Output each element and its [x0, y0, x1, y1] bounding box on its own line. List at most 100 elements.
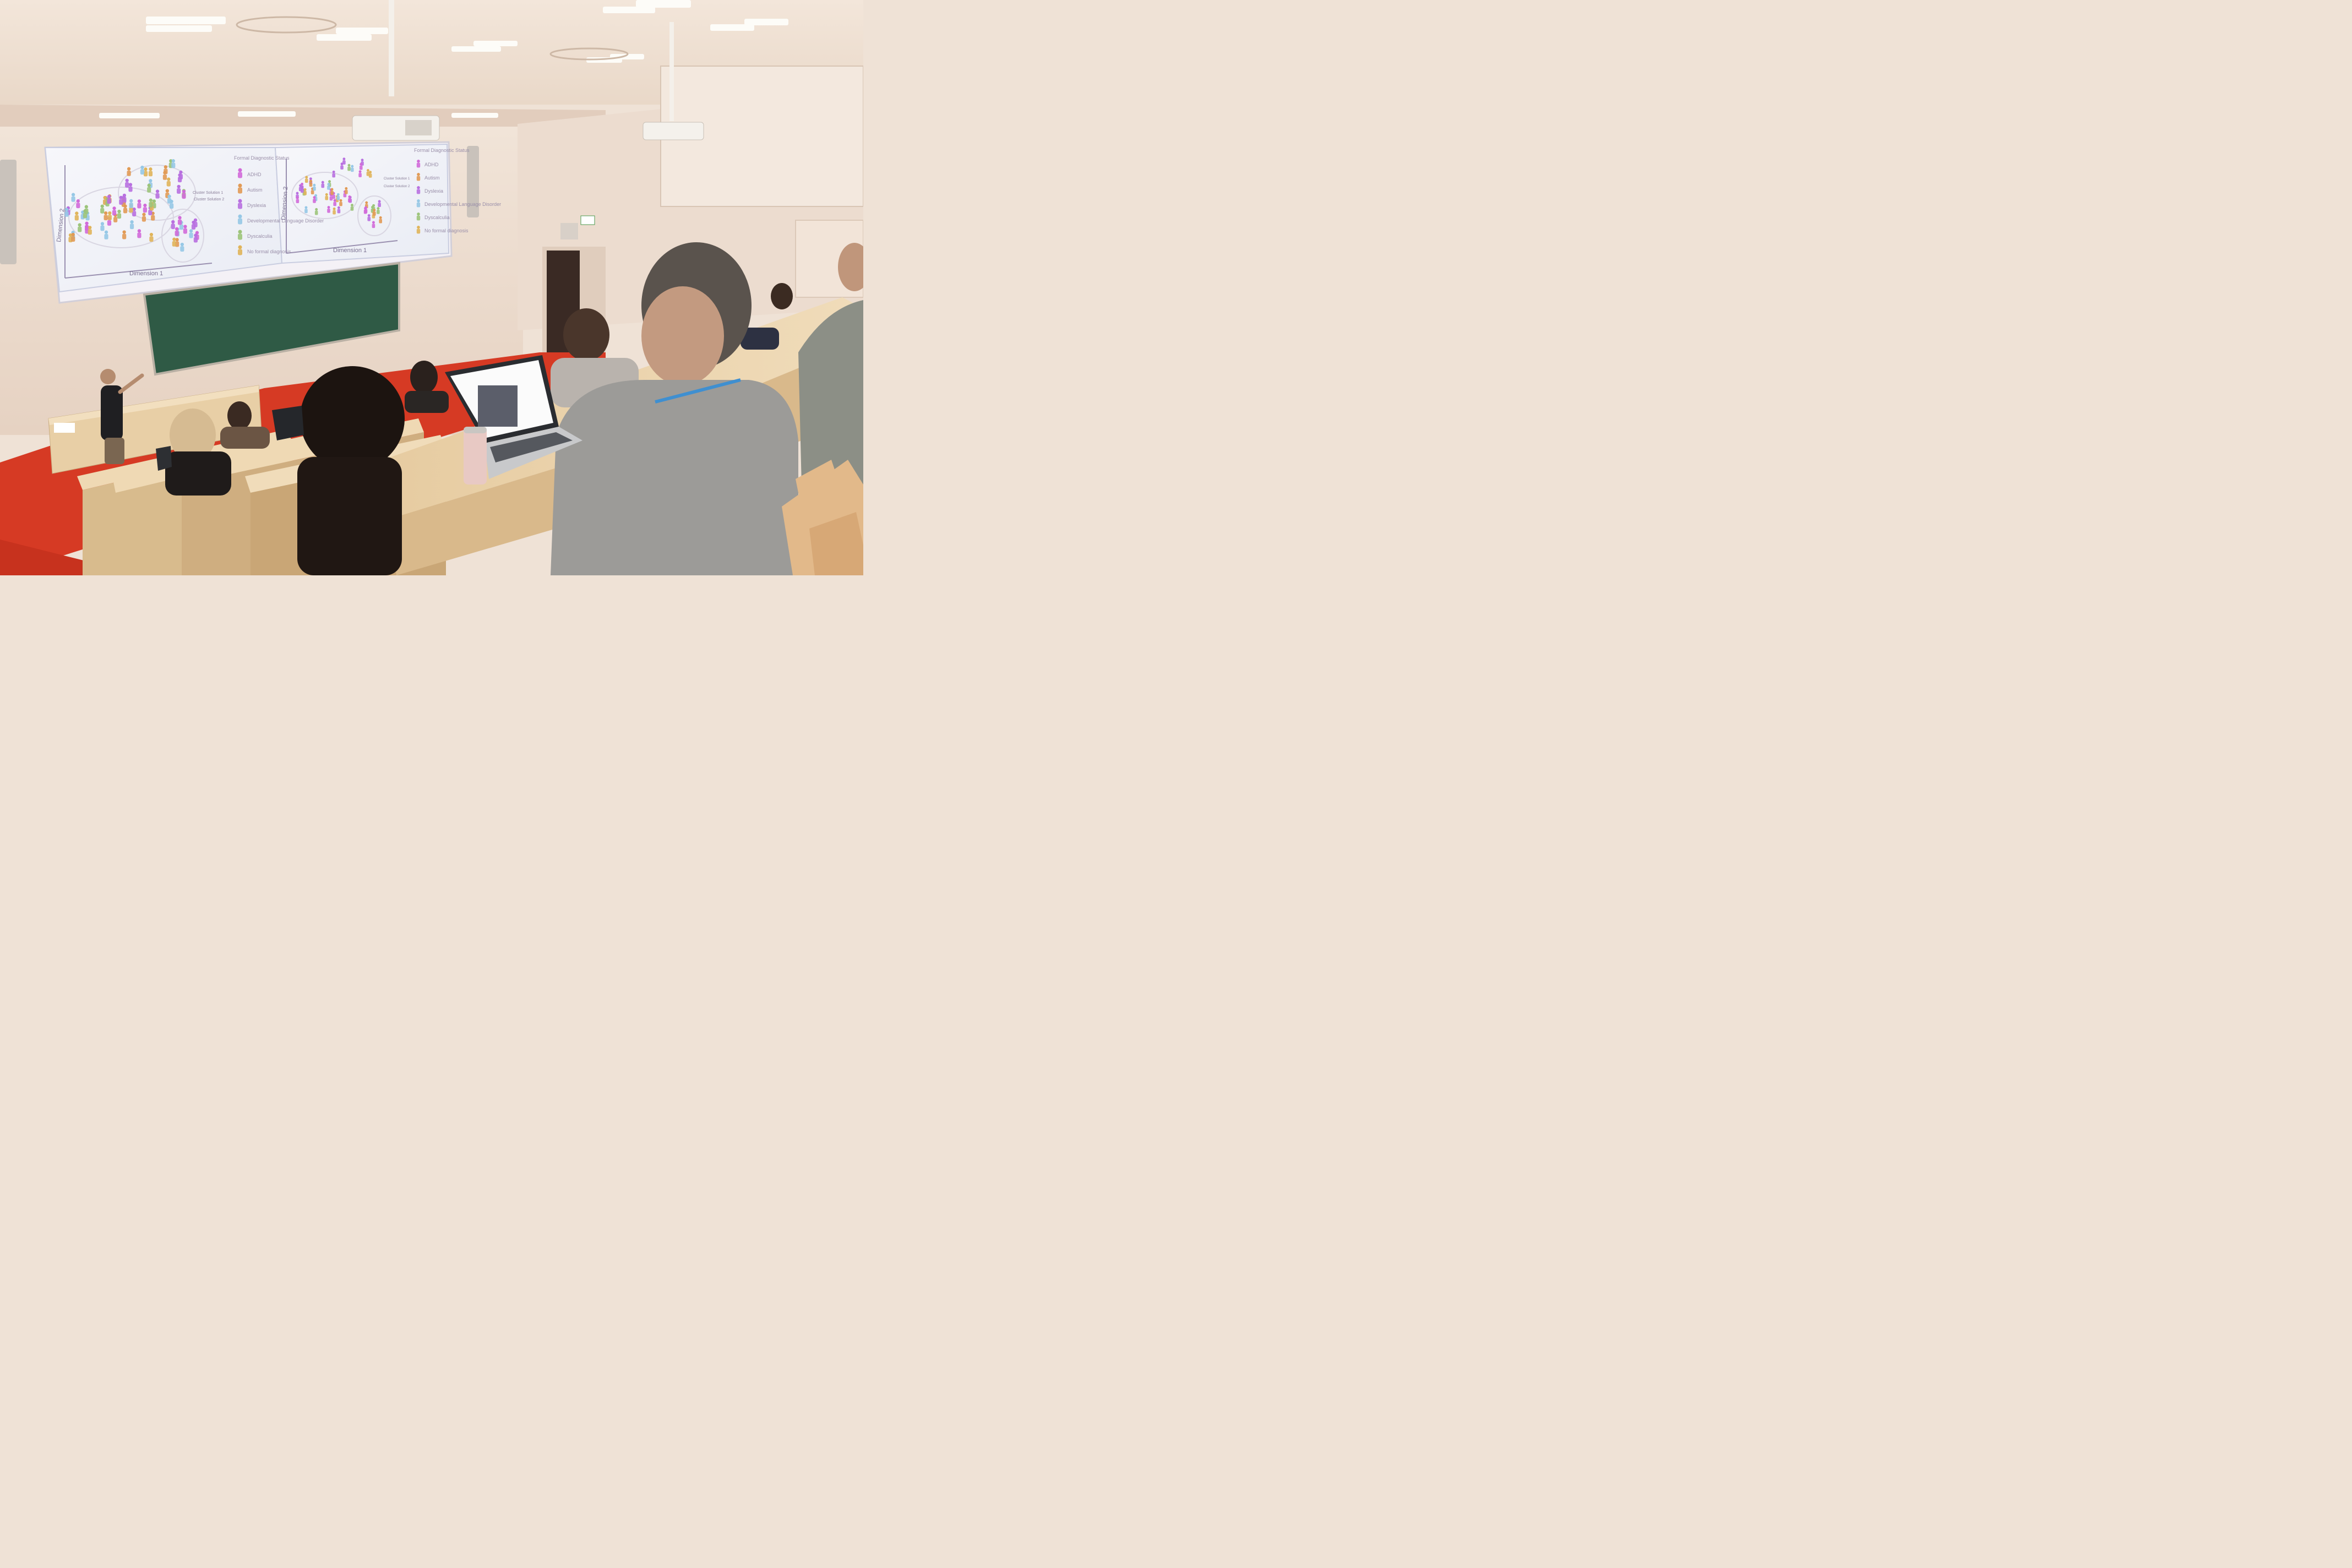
person-icon [129, 220, 134, 230]
person-icon [336, 193, 340, 200]
person-icon [125, 178, 129, 188]
person-icon [193, 233, 198, 243]
person-icon [177, 184, 181, 194]
slide-left-legend: ADHD Autism Dyslexia Developmental Language… [238, 168, 324, 255]
person-icon [332, 170, 335, 178]
person-icon [88, 226, 92, 235]
person-icon [119, 195, 123, 205]
legend-person-icon [416, 160, 421, 168]
legend-person-icon [238, 214, 242, 225]
legend-person-icon [416, 186, 421, 194]
legend-label: Autism [424, 175, 440, 181]
slide-left-cluster-label-1: Cluster Solution 1 [193, 191, 223, 195]
person-icon [327, 183, 330, 190]
person-icon [183, 225, 187, 234]
person-icon [104, 230, 108, 239]
person-icon [71, 232, 75, 242]
slide-left-legend-title: Formal Diagnostic Status [234, 155, 290, 161]
slide-left: Dimension 1 Dimension 2 Cluster Solution… [56, 155, 324, 279]
person-icon [143, 203, 148, 213]
slide-right: Dimension 1 Dimension 2 Cluster Solution… [280, 148, 501, 254]
person-icon [350, 165, 354, 172]
legend-label: No formal diagnosis [424, 228, 469, 233]
legend-person-icon [238, 199, 242, 209]
person-icon [330, 188, 334, 195]
person-icon [339, 199, 342, 206]
person-icon [141, 213, 146, 222]
person-icon [112, 206, 117, 216]
person-icon [74, 211, 79, 221]
slide-left-x-label: Dimension 1 [129, 270, 163, 277]
slide-right-person-icons [296, 157, 383, 228]
laptops [156, 355, 582, 479]
person-icon [100, 204, 105, 214]
person-icon [189, 229, 193, 238]
person-icon [309, 179, 313, 187]
person-icon [373, 209, 376, 216]
person-icon [128, 183, 133, 192]
person-icon [164, 165, 168, 175]
person-icon [340, 162, 344, 170]
person-icon [127, 167, 131, 176]
legend-label: Dyscalculia [247, 233, 273, 239]
person-icon [137, 229, 141, 238]
person-icon [358, 170, 362, 177]
person-icon [171, 220, 175, 230]
legend-label: Developmental Language Disorder [247, 218, 324, 224]
person-icon [193, 218, 198, 227]
legend-label: Developmental Language Disorder [424, 202, 501, 207]
person-icon [155, 189, 160, 199]
person-icon [314, 208, 318, 215]
person-icon [366, 168, 370, 176]
person-icon [148, 167, 153, 177]
person-icon [84, 205, 89, 214]
person-icon [379, 216, 383, 224]
person-icon [104, 211, 108, 221]
person-icon [76, 199, 80, 209]
legend-person-icon [238, 168, 242, 178]
person-icon [377, 207, 380, 214]
person-icon [342, 157, 346, 165]
legend-person-icon [238, 230, 242, 240]
person-icon [137, 199, 141, 209]
slide-right-cluster-label-2: Cluster Solution 2 [384, 185, 410, 188]
person-icon [143, 167, 148, 177]
person-icon [140, 165, 145, 175]
person-icon [296, 196, 300, 204]
person-icon [178, 170, 183, 179]
person-icon [182, 189, 186, 199]
person-icon [350, 204, 354, 211]
slide-right-y-label: Dimension 2 [280, 186, 289, 220]
legend-label: ADHD [247, 172, 262, 177]
person-icon [321, 181, 325, 188]
person-icon [327, 206, 330, 213]
legend-label: No formal diagnosis [247, 249, 291, 254]
person-icon [122, 230, 127, 239]
person-icon [132, 207, 137, 217]
legend-person-icon [416, 173, 421, 181]
person-icon [107, 211, 112, 221]
person-icon [298, 184, 302, 192]
person-icon [359, 162, 363, 170]
person-icon [122, 193, 127, 203]
slide-right-x-label: Dimension 1 [333, 247, 367, 254]
legend-label: Autism [247, 187, 263, 193]
legend-person-icon [238, 245, 242, 255]
person-icon [313, 196, 316, 203]
person-icon [325, 193, 329, 200]
person-icon [147, 183, 151, 193]
person-icon [333, 207, 336, 215]
person-icon [367, 214, 371, 221]
person-icon [313, 183, 316, 191]
person-icon [177, 216, 182, 225]
person-icon [304, 176, 308, 183]
slide-right-legend: ADHD Autism Dyslexia Developmental Language… [416, 160, 501, 234]
person-icon [149, 198, 153, 208]
person-icon [107, 194, 111, 204]
slide-right-legend-title: Formal Diagnostic Status [414, 148, 470, 153]
chairs [796, 460, 863, 575]
person-icon [129, 199, 133, 208]
legend-label: Dyscalculia [424, 215, 450, 220]
slide-left-person-icons [64, 159, 199, 252]
legend-label: ADHD [424, 162, 439, 167]
